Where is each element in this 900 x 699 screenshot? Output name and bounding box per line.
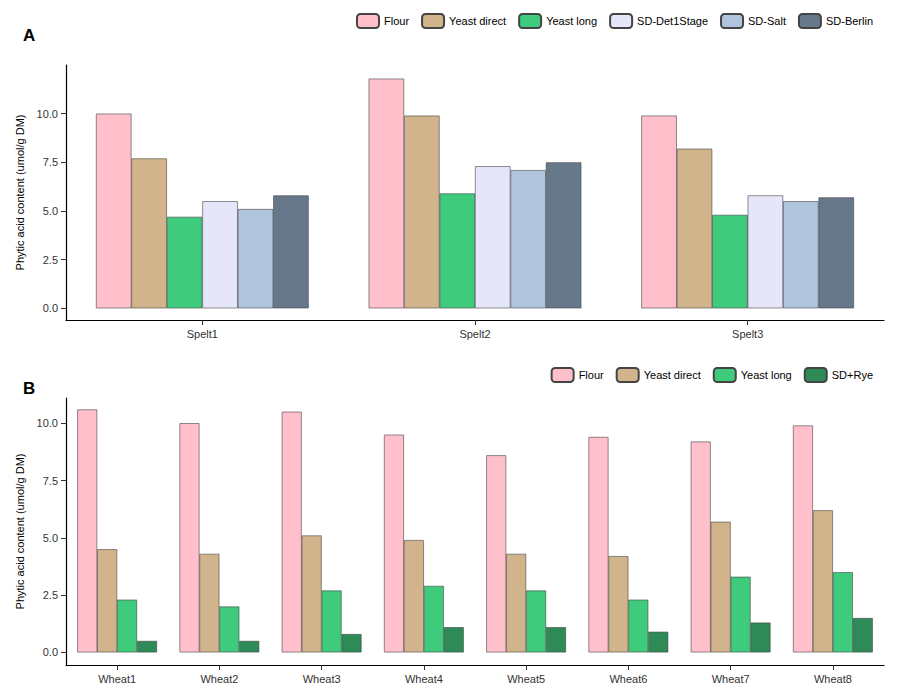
svg-text:10.0: 10.0: [37, 417, 58, 429]
svg-text:Wheat5: Wheat5: [507, 673, 545, 685]
svg-text:Flour: Flour: [579, 369, 604, 381]
svg-text:Spelt1: Spelt1: [187, 328, 218, 340]
svg-text:0.0: 0.0: [43, 302, 58, 314]
svg-text:Phytic acid content (umol/g DM: Phytic acid content (umol/g DM): [14, 115, 26, 271]
svg-text:Wheat6: Wheat6: [609, 673, 647, 685]
svg-text:2.5: 2.5: [43, 254, 58, 266]
svg-text:Spelt3: Spelt3: [732, 328, 763, 340]
svg-text:Spelt2: Spelt2: [459, 328, 490, 340]
svg-text:0.0: 0.0: [43, 646, 58, 658]
svg-text:7.5: 7.5: [43, 156, 58, 168]
svg-text:Yeast direct: Yeast direct: [449, 15, 506, 27]
svg-text:Wheat1: Wheat1: [98, 673, 136, 685]
svg-text:Phytic acid content (umol/g DM: Phytic acid content (umol/g DM): [14, 454, 26, 610]
svg-text:7.5: 7.5: [43, 475, 58, 487]
svg-text:5.0: 5.0: [43, 205, 58, 217]
svg-text:B: B: [23, 379, 35, 398]
svg-text:SD-Berlin: SD-Berlin: [826, 15, 873, 27]
svg-text:Wheat2: Wheat2: [200, 673, 238, 685]
svg-text:Wheat7: Wheat7: [712, 673, 750, 685]
svg-text:10.0: 10.0: [37, 108, 58, 120]
svg-text:2.5: 2.5: [43, 589, 58, 601]
svg-text:Yeast long: Yeast long: [741, 369, 792, 381]
svg-text:SD+Rye: SD+Rye: [832, 369, 873, 381]
svg-text:SD-Salt: SD-Salt: [748, 15, 786, 27]
svg-text:Yeast direct: Yeast direct: [644, 369, 701, 381]
svg-text:Wheat8: Wheat8: [814, 673, 852, 685]
svg-text:SD-Det1Stage: SD-Det1Stage: [637, 15, 708, 27]
svg-text:Flour: Flour: [384, 15, 409, 27]
svg-text:Yeast long: Yeast long: [546, 15, 597, 27]
svg-text:A: A: [23, 26, 35, 45]
svg-text:5.0: 5.0: [43, 532, 58, 544]
svg-text:Wheat3: Wheat3: [303, 673, 341, 685]
svg-text:Wheat4: Wheat4: [405, 673, 443, 685]
